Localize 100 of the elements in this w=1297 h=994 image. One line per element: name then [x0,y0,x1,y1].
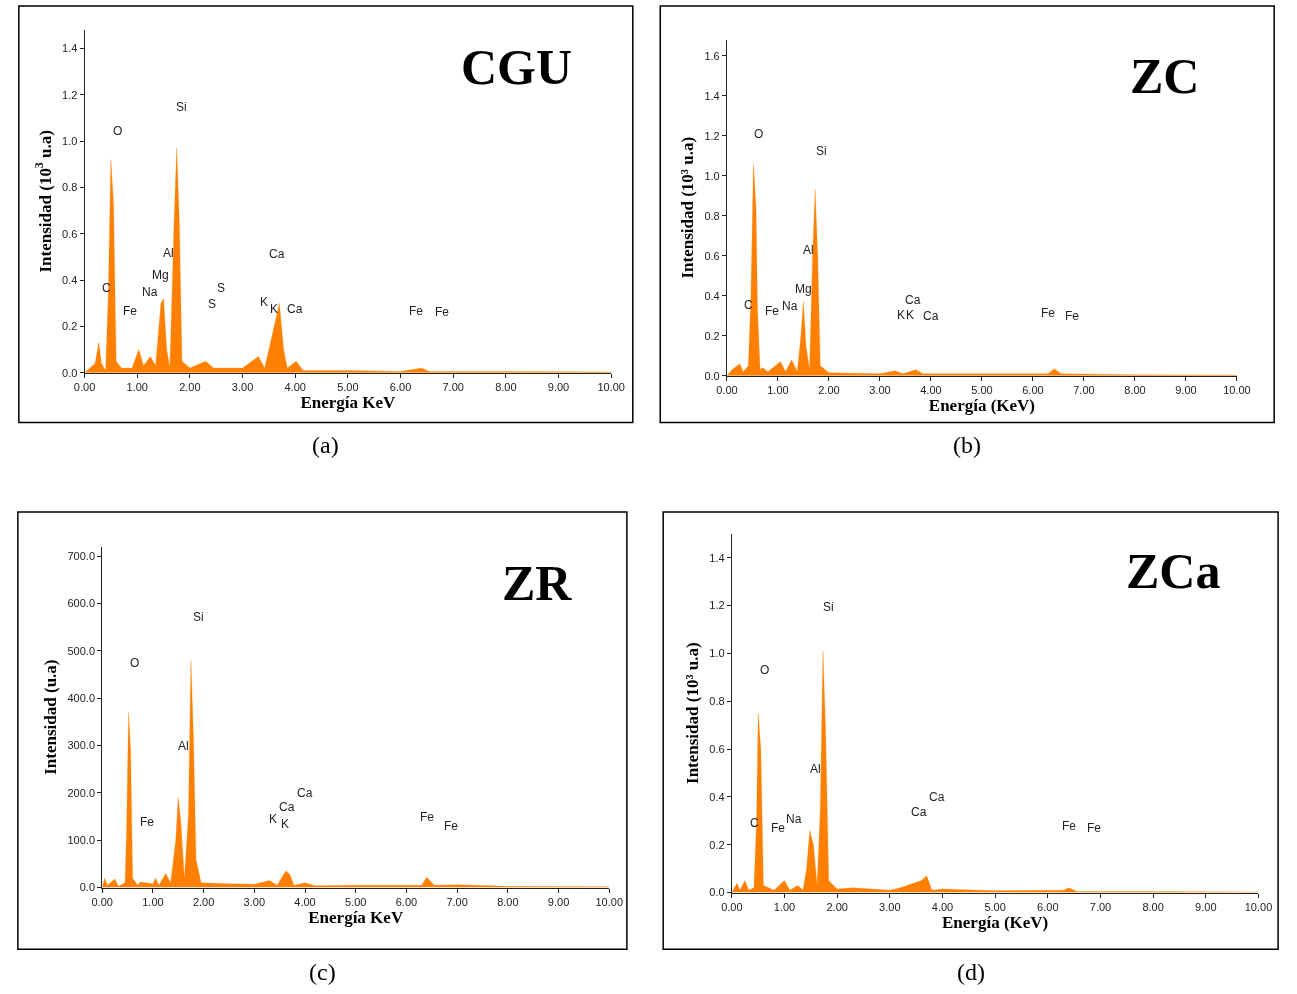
x-tick-label: 3.00 [879,900,901,913]
y-tick-label: 1.0 [704,169,720,182]
x-axis-title: Energía KeV [300,392,397,412]
y-tick-label: 1.2 [709,599,725,612]
x-tick-label: 6.00 [1037,900,1059,913]
annotation: Fe [1065,309,1080,323]
y-tick-label: 1.4 [704,89,720,102]
x-tick-label: 0.00 [91,895,113,908]
y-tick-label: 500.0 [67,644,96,657]
annotation: Fe [1087,821,1102,835]
annotation: Ca [923,309,939,323]
annotation: Al [163,246,174,260]
y-tick-label: 100.0 [67,834,96,847]
x-tick-label: 8.00 [1124,383,1146,396]
annotation: Na [782,299,798,313]
x-tick-label: 8.00 [497,895,519,908]
y-tick-label: 0.0 [62,366,78,379]
annotation: K [281,817,290,831]
y-tick-label: 1.6 [704,49,720,62]
x-tick-label: 5.00 [984,900,1006,913]
y-axis-title: Intensidad (10³ u.a) [677,136,697,279]
annotation: O [113,124,123,138]
x-tick-label: 1.00 [767,383,789,396]
annotation: Fe [123,304,138,318]
text: (b) [953,432,981,458]
chart-title: ZCa [1126,543,1221,599]
annotation: K [269,812,278,826]
x-tick-label: 2.00 [179,380,201,393]
annotation: Ca [929,790,945,804]
x-tick-label: 8.00 [1142,900,1164,913]
annotation: Fe [140,815,155,829]
y-tick-label: 0.0 [709,886,725,899]
y-tick-label: 0.8 [704,209,720,222]
annotation: Ca [287,302,303,316]
x-axis-title: Energía KeV [308,907,404,927]
annotation: Fe [409,304,424,318]
text: (c) [309,959,336,985]
annotation: Ca [911,805,927,819]
y-tick-label: 300.0 [67,739,96,752]
x-tick-label: 10.00 [1244,900,1273,913]
annotation: Mg [795,282,812,296]
chart-title: ZR [502,555,573,611]
x-tick-label: 9.00 [547,380,570,393]
y-tick-label: 1.0 [62,134,78,147]
x-tick-label: 2.00 [826,900,848,913]
x-axis-title: Energía (KeV) [928,395,1036,415]
x-tick-label: 6.00 [395,895,418,908]
annotation: Ca [269,247,285,261]
chart-title: ZC [1130,48,1200,104]
x-tick-label: 2.00 [192,895,215,908]
x-tick-label: 6.00 [389,380,412,393]
x-tick-label: 1.00 [142,895,164,908]
y-tick-label: 1.2 [62,88,78,101]
x-tick-label: 10.00 [1223,383,1251,396]
annotation: Ca [905,293,921,307]
annotation: Ca [297,786,313,800]
x-tick-label: 5.00 [345,895,367,908]
x-tick-label: 1.00 [773,900,796,913]
x-tick-label: 9.00 [547,895,570,908]
x-tick-label: 2.00 [818,383,840,396]
y-tick-label: 0.4 [709,790,725,803]
annotation: Mg [152,268,169,282]
annotation: Al [803,243,814,257]
y-tick-label: 0.2 [704,329,720,342]
y-tick-label: 0.2 [709,838,725,851]
x-tick-label: 0.00 [73,380,96,393]
annotation: O [130,656,140,670]
y-tick-label: 0.2 [62,320,78,333]
x-tick-label: 9.00 [1195,900,1217,913]
annotation: Al [178,739,189,753]
y-tick-label: 0.6 [709,742,725,755]
x-tick-label: 0.00 [716,383,738,396]
y-tick-label: 600.0 [67,597,96,610]
annotation: Fe [771,821,786,835]
x-tick-label: 0.00 [721,900,743,913]
x-tick-label: 5.00 [337,380,359,393]
annotation: Si [823,600,834,614]
annotation: K [270,302,279,316]
x-tick-label: 10.00 [597,380,625,393]
y-tick-label: 200.0 [67,786,96,799]
x-tick-label: 7.00 [1089,900,1112,913]
x-tick-label: 4.00 [294,895,316,908]
annotation: Si [176,100,187,114]
annotation: Fe [765,304,780,318]
y-axis-title: Intensidad (10³ u.a) [682,642,702,784]
annotation: Al [810,762,821,776]
x-axis-title: Energía (KeV) [942,912,1049,932]
annotation: K [906,308,915,322]
annotation: Fe [435,305,450,319]
x-tick-label: 7.00 [442,380,464,393]
y-tick-label: 0.4 [704,289,720,302]
x-tick-label: 7.00 [446,895,468,908]
y-tick-label: 700.0 [67,550,96,562]
x-tick-label: 1.00 [126,380,148,393]
chart-title: CGU [461,39,573,95]
annotation: Fe [1062,819,1077,833]
x-tick-label: 6.00 [1022,383,1044,396]
x-tick-label: 10.00 [595,895,623,908]
x-tick-label: 4.00 [920,383,942,396]
text: (d) [957,959,985,985]
